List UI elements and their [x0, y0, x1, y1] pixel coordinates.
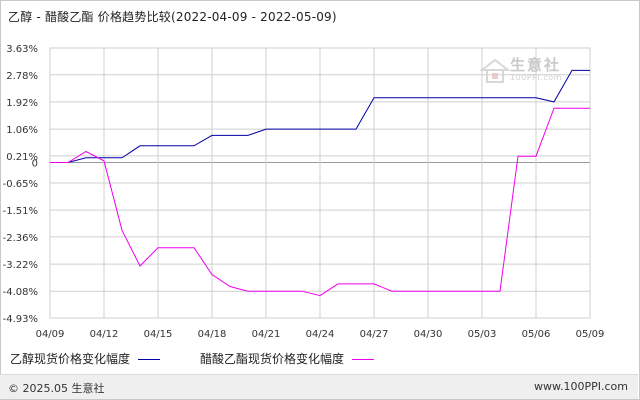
x-tick-label: 05/09: [576, 329, 605, 340]
series-layer: [50, 69, 590, 297]
y-tick-label: -2.36%: [3, 233, 38, 244]
x-tick-label: 05/03: [468, 329, 497, 340]
y-tick-label: -4.93%: [3, 314, 38, 325]
x-tick-label: 04/30: [414, 329, 443, 340]
grid-layer: [49, 47, 591, 319]
legend: 乙醇现货价格变化幅度 醋酸乙酯现货价格变化幅度: [0, 350, 640, 368]
axis-layer: 3.63% 2.78% 1.92% 1.06% 0.21%0 -0.65% -1.51% -2…: [3, 44, 605, 340]
y-tick-label: 3.63%: [6, 44, 38, 55]
legend-swatch-series-2: [352, 359, 375, 360]
y-tick-label: 2.78%: [6, 71, 38, 82]
footer-website[interactable]: www.100PPI.com: [534, 380, 628, 393]
watermark-name: 生意社: [510, 56, 562, 74]
x-tick-label: 04/24: [306, 329, 335, 340]
chart-title: 乙醇 - 醋酸乙酯 价格趋势比较(2022-04-09 - 2022-05-09…: [8, 10, 337, 24]
series-line-2: [50, 107, 590, 297]
x-tick-label: 04/21: [252, 329, 281, 340]
watermark-logo-icon: [480, 58, 510, 83]
footer-copyright: © 2025.05 生意社: [8, 382, 105, 395]
y-tick-label: -4.08%: [3, 287, 38, 298]
legend-item-series-1: 乙醇现货价格变化幅度: [10, 350, 161, 367]
y-tick-label: 1.06%: [6, 125, 38, 136]
x-tick-label: 04/15: [144, 329, 173, 340]
footer: © 2025.05 生意社 www.100PPI.com: [0, 374, 638, 399]
legend-swatch-series-1: [138, 359, 161, 360]
x-tick-label: 04/18: [198, 329, 227, 340]
y-tick-label: -0.65%: [3, 179, 38, 190]
legend-label-series-1: 乙醇现货价格变化幅度: [10, 352, 131, 366]
y-tick-label: 0: [32, 158, 38, 169]
x-tick-label: 04/27: [360, 329, 389, 340]
y-tick-label: -1.51%: [3, 206, 38, 217]
line-chart: 3.63% 2.78% 1.92% 1.06% 0.21%0 -0.65% -1.51% -2…: [3, 44, 605, 340]
x-tick-label: 05/06: [522, 329, 551, 340]
x-tick-label: 04/12: [90, 329, 119, 340]
x-tick-label: 04/09: [36, 329, 65, 340]
legend-item-series-2: 醋酸乙酯现货价格变化幅度: [200, 350, 375, 367]
y-tick-label: 0.21%: [6, 152, 38, 163]
y-tick-label: 1.92%: [6, 98, 38, 109]
legend-label-series-2: 醋酸乙酯现货价格变化幅度: [200, 352, 345, 366]
series-line-1: [50, 69, 590, 163]
y-tick-label: -3.22%: [3, 260, 38, 271]
